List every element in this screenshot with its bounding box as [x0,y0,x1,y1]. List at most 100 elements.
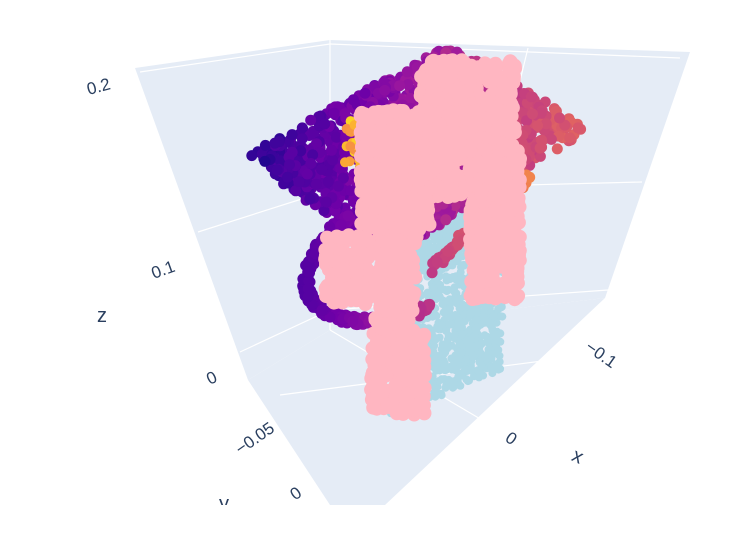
pink-point [496,118,510,132]
pink-point [387,199,401,213]
plasma-point [546,134,557,145]
light-blue-point [469,351,477,359]
plasma-point [343,210,354,221]
pink-point [365,112,379,126]
plasma-point [402,66,413,77]
plasma-point [333,181,344,192]
plasma-point [305,115,316,126]
plasma-point [303,283,314,294]
light-blue-point [481,331,489,339]
plasma-point [260,140,271,151]
plasma-point [259,156,270,167]
pink-point [376,234,390,248]
plasma-point [297,122,308,133]
light-blue-point [439,300,447,308]
plasma-point [564,132,575,143]
plasma-point [379,85,390,96]
pink-point [383,177,397,191]
plasma-point [360,88,371,99]
pink-point [382,262,396,276]
light-blue-point [456,317,464,325]
light-blue-point [450,377,458,385]
pink-point [361,190,375,204]
light-blue-point [484,339,492,347]
plasma-point [326,145,337,156]
plasma-point [527,108,538,119]
pink-point [399,110,413,124]
light-blue-point [456,305,464,313]
light-blue-point [456,339,464,347]
light-blue-point [444,365,452,373]
plasma-point [304,194,315,205]
plasma-point [442,246,453,257]
plasma-point [311,179,322,190]
plasma-point [269,138,280,149]
plasma-point [321,197,332,208]
plasma-point [432,257,443,268]
light-blue-point [473,324,481,332]
plasma-point [427,267,438,278]
plasma-point [305,158,316,169]
plasma-point [573,122,584,133]
plasma-point [552,143,563,154]
light-blue-point [492,334,500,342]
light-blue-point [477,340,485,348]
plasma-point [303,267,314,278]
light-blue-point [438,321,446,329]
plasma-point [526,91,537,102]
light-blue-point [451,294,459,302]
pink-point [428,143,442,157]
plasma-point [316,164,327,175]
pink-point [380,110,394,124]
plasma-point [302,169,313,180]
plasma-point [554,113,565,124]
light-blue-point [451,331,459,339]
light-blue-point [472,316,480,324]
plasma-point [272,165,283,176]
light-blue-point [433,312,441,320]
pink-point [504,55,518,69]
light-blue-point [455,218,463,226]
light-blue-point [420,249,428,257]
pink-point [361,218,375,232]
light-blue-point [430,388,438,396]
pink-point [464,113,478,127]
light-blue-point [475,373,483,381]
pink-point [501,92,515,106]
light-blue-point [473,308,481,316]
light-blue-point [444,343,452,351]
pink-point [380,294,394,308]
pink-point [496,76,510,90]
light-blue-point [491,349,499,357]
plasma-point [297,133,308,144]
light-blue-point [423,290,431,298]
pink-point [367,158,381,172]
plasma-point [394,80,405,91]
pink-point [489,61,503,75]
light-blue-point [452,357,460,365]
light-blue-point [476,358,484,366]
plasma-point [345,141,355,151]
plasma-point [532,120,543,131]
light-blue-point [498,313,506,321]
pink-point [483,111,497,125]
plasma-point [294,176,305,187]
pink-point [415,172,429,186]
pink-point [365,171,379,185]
plasma-point [317,305,328,316]
pink-point [450,169,464,183]
light-blue-point [455,348,463,356]
pink-point [399,178,413,192]
light-blue-point [442,272,450,280]
light-blue-point [443,287,451,295]
back-plane-left [135,40,330,380]
plasma-point [287,129,298,140]
plasma-point [340,157,350,167]
light-blue-point [466,336,474,344]
pink-point [369,382,383,396]
plasma-point [246,150,257,161]
light-blue-point [455,254,463,262]
plasma-point [319,118,330,129]
light-blue-point [487,365,495,373]
